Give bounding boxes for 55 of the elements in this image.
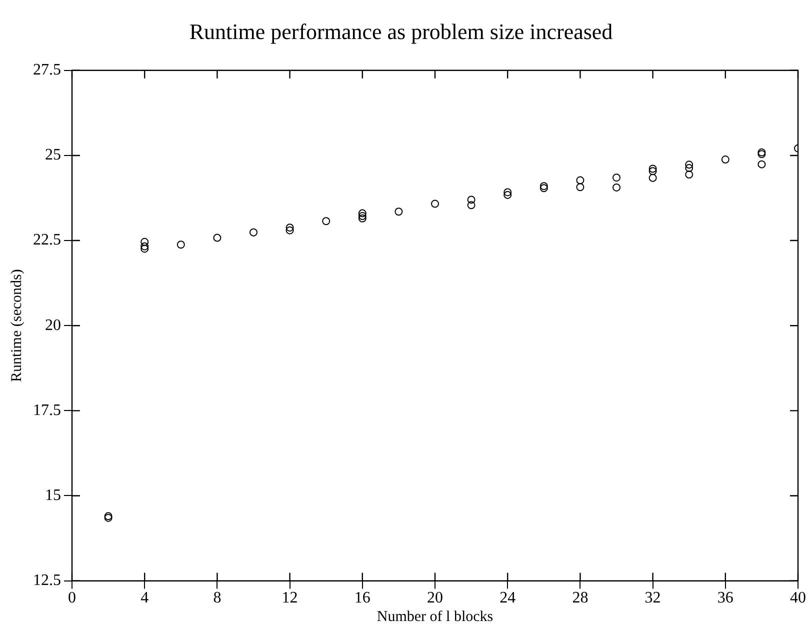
point xyxy=(648,167,657,176)
x-tick-label: 40 xyxy=(790,590,806,607)
point xyxy=(721,156,730,164)
y-tick-label: 22.5 xyxy=(33,232,61,249)
point xyxy=(286,226,294,234)
point xyxy=(322,217,330,226)
point xyxy=(286,224,294,232)
y-tick-label: 17.5 xyxy=(33,402,61,419)
y-tick-label: 25 xyxy=(45,146,61,164)
x-tick-label: 20 xyxy=(427,590,443,607)
point xyxy=(358,209,366,218)
y-axis-title: Runtime (seconds) xyxy=(8,269,25,382)
point xyxy=(213,234,222,242)
y-tick-label: 15 xyxy=(45,486,61,504)
x-tick-label: 4 xyxy=(140,590,149,607)
y-tick-label: 12.5 xyxy=(33,572,61,590)
y-tick-label: 20 xyxy=(45,316,61,334)
point xyxy=(431,200,439,208)
point xyxy=(504,190,512,199)
point xyxy=(540,184,548,192)
x-tick-label: 32 xyxy=(644,590,661,607)
point xyxy=(358,214,366,222)
point xyxy=(176,240,185,249)
point xyxy=(394,208,403,216)
point xyxy=(758,150,766,158)
point xyxy=(140,244,149,253)
point xyxy=(758,148,766,156)
point xyxy=(467,201,476,210)
x-tick-label: 24 xyxy=(500,590,516,607)
x-tick-label: 12 xyxy=(282,590,298,607)
x-tick-label: 16 xyxy=(354,590,370,607)
point xyxy=(648,164,657,173)
y-tick-label: 27.5 xyxy=(33,62,61,79)
point xyxy=(685,160,694,169)
point xyxy=(504,188,512,196)
chart-title: Runtime performance as problem size increased xyxy=(189,18,613,44)
x-tick-label: 28 xyxy=(572,590,588,607)
point xyxy=(612,183,620,192)
point xyxy=(358,212,366,220)
point xyxy=(140,238,149,246)
x-axis-title: Number of l blocks xyxy=(376,608,494,625)
point xyxy=(758,160,766,168)
point xyxy=(685,170,694,179)
x-tick-label: 36 xyxy=(717,590,734,607)
point xyxy=(140,242,149,250)
point xyxy=(612,174,620,182)
x-tick-label: 8 xyxy=(213,590,222,607)
point xyxy=(576,176,584,184)
point xyxy=(540,182,548,190)
x-tick-label: 0 xyxy=(68,590,76,607)
point xyxy=(467,196,476,204)
point xyxy=(685,164,694,172)
point xyxy=(250,228,258,236)
point xyxy=(648,174,657,182)
point xyxy=(576,183,584,192)
